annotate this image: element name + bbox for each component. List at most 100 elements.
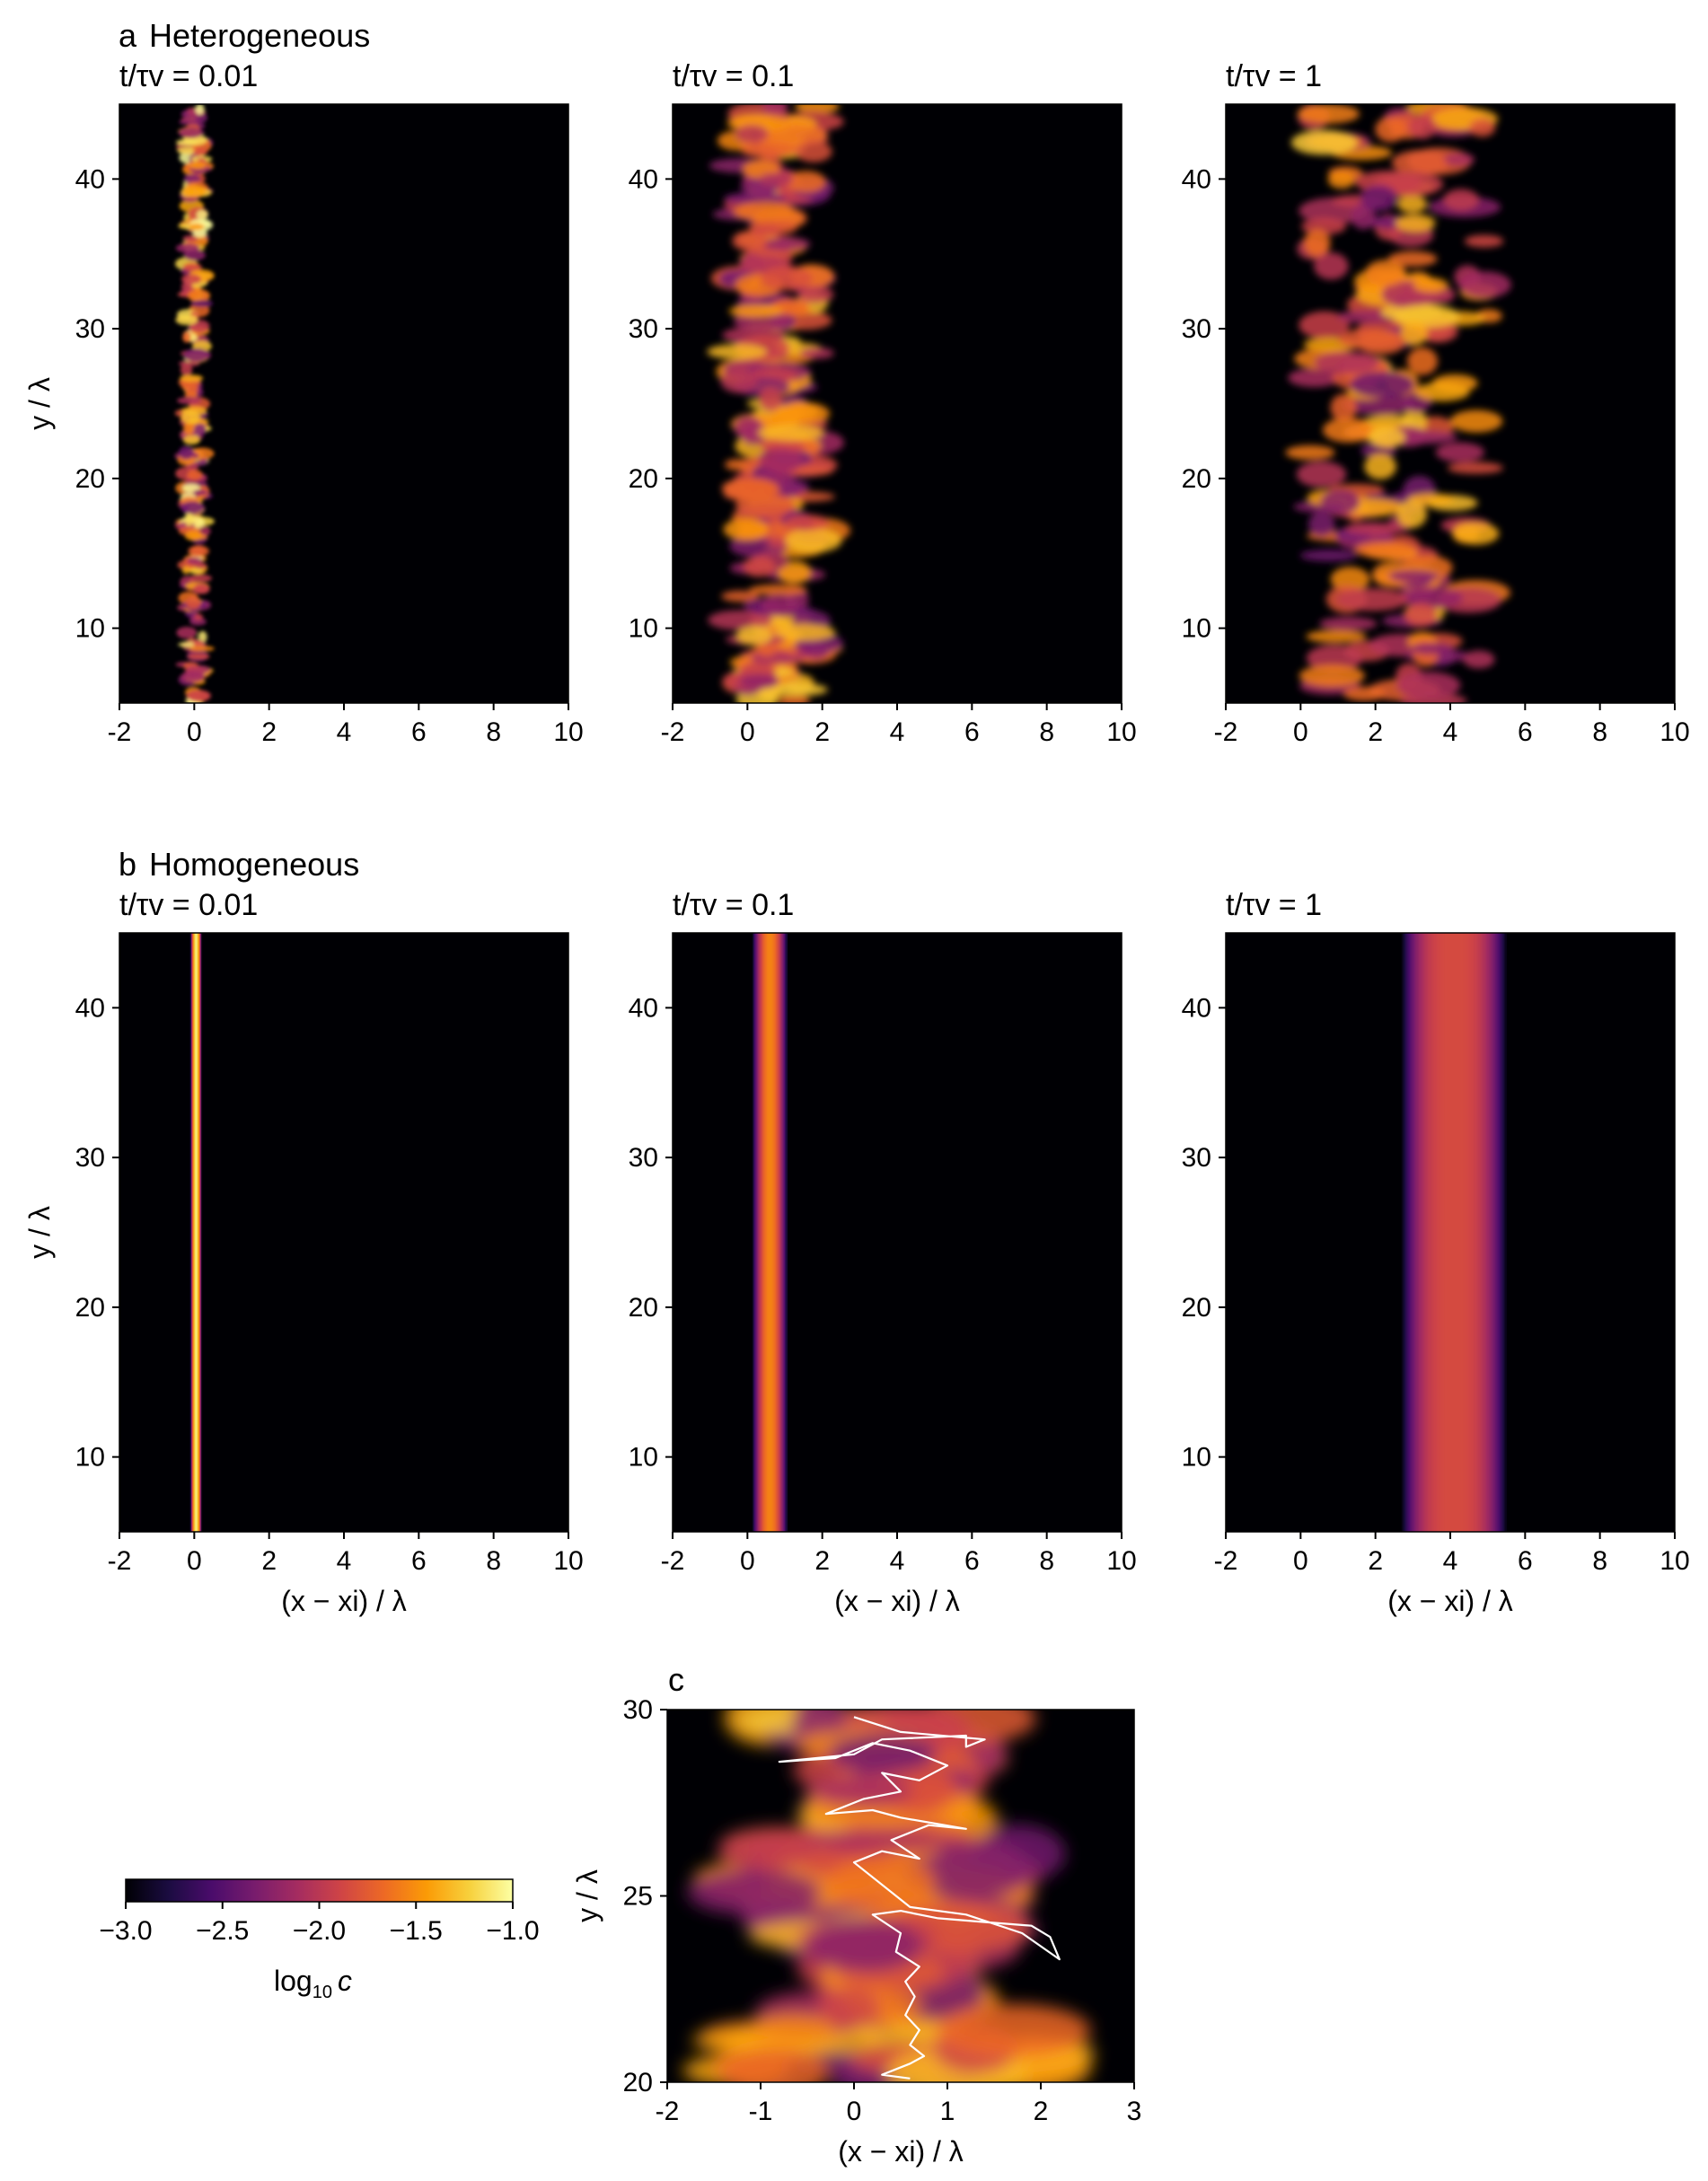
band-strip: [1448, 933, 1451, 1532]
concentration-blob: [1303, 228, 1331, 258]
band-strip: [760, 933, 762, 1532]
band-strip: [1426, 933, 1429, 1532]
concentration-blob: [192, 147, 208, 156]
y-tick-label: 10: [629, 1443, 658, 1473]
concentration-blob: [721, 590, 760, 602]
band-strip: [1459, 933, 1461, 1532]
band-strip: [1417, 933, 1420, 1532]
band-strip: [773, 933, 776, 1532]
concentration-blob: [189, 646, 215, 652]
concentration-blob: [188, 545, 209, 558]
concentration-blob: [1442, 189, 1480, 211]
x-tick-label: -2: [656, 2097, 680, 2126]
band-strip: [1479, 933, 1482, 1532]
concentration-blob: [777, 560, 812, 585]
band-strip: [1505, 933, 1508, 1532]
band-strip: [1480, 933, 1483, 1532]
y-axis-label: y / λ: [571, 1869, 603, 1922]
concentration-blob: [1327, 171, 1355, 189]
y-tick-label: 40: [75, 993, 105, 1023]
band-strip: [192, 933, 195, 1532]
concentration-blob: [786, 171, 826, 193]
concentration-blob: [176, 626, 198, 639]
band-strip: [1412, 933, 1414, 1532]
band-strip: [1447, 933, 1449, 1532]
panel-a2: t/τv = 0.1 -2 0 2 4 6 8 10 10 20 30 40: [629, 59, 1137, 747]
x-tick-label: 6: [411, 1546, 427, 1576]
concentration-blob: [193, 489, 208, 496]
y-tick-label: 20: [629, 1293, 658, 1323]
concentration-blob: [757, 424, 824, 441]
concentration-blob: [687, 1869, 822, 1916]
band-strip: [781, 933, 784, 1532]
concentration-blob: [1306, 645, 1363, 672]
x-tick-label: 8: [486, 1546, 501, 1576]
concentration-blob: [180, 281, 193, 292]
heatmap-field: [1401, 933, 1508, 1532]
band-strip: [1430, 933, 1432, 1532]
band-strip: [768, 933, 770, 1532]
concentration-blob: [760, 594, 799, 615]
x-tick-label: 2: [261, 1546, 277, 1576]
concentration-blob: [184, 512, 194, 526]
concentration-blob: [1387, 251, 1438, 267]
concentration-blob: [1449, 409, 1503, 433]
concentration-blob: [876, 1761, 956, 1816]
x-tick-label: 0: [187, 1546, 202, 1576]
heatmap-background: [119, 933, 568, 1532]
panel-b1: t/τv = 0.01 -2 0 2 4 6 8 10 10 20 30 40 (x − xi) / …: [23, 888, 584, 1617]
x-tick-label: 4: [1443, 717, 1458, 747]
x-tick-label: 0: [847, 2097, 862, 2126]
x-axis-label: (x − xi) / λ: [838, 2135, 964, 2168]
concentration-blob: [194, 562, 207, 569]
band-strip: [1448, 933, 1450, 1532]
band-strip: [1460, 933, 1463, 1532]
band-strip: [1410, 933, 1412, 1532]
x-tick-label: 2: [1368, 717, 1383, 747]
x-tick-label: 4: [890, 1546, 905, 1576]
band-strip: [1406, 933, 1409, 1532]
band-strip: [1455, 933, 1457, 1532]
concentration-blob: [188, 288, 211, 303]
concentration-blob: [806, 1918, 924, 1974]
band-strip: [752, 933, 754, 1532]
band-strip: [1433, 933, 1436, 1532]
concentration-blob: [185, 595, 202, 610]
band-strip: [1420, 933, 1422, 1532]
concentration-blob: [1296, 461, 1347, 488]
y-tick-label: 30: [629, 1143, 658, 1173]
y-tick-label: 20: [75, 464, 105, 494]
y-axis-label: y / λ: [23, 1206, 56, 1259]
band-strip: [1419, 933, 1421, 1532]
y-tick-label: 20: [1182, 1293, 1211, 1323]
concentration-blob: [761, 237, 811, 251]
band-strip: [1495, 933, 1497, 1532]
x-tick-label: 10: [1106, 1546, 1136, 1576]
band-strip: [1401, 933, 1403, 1532]
panel-a3: t/τv = 1 -2 0 2 4 6 8 10 10 20 30 40: [1182, 59, 1690, 747]
concentration-blob: [785, 514, 829, 532]
band-strip: [1464, 933, 1466, 1532]
concentration-blob: [182, 234, 198, 242]
colorbar-tick-label: −1.0: [486, 1916, 539, 1946]
y-tick-label: 40: [629, 164, 658, 194]
concentration-blob: [1414, 382, 1470, 401]
band-strip: [1500, 933, 1501, 1532]
concentration-blob: [778, 695, 811, 703]
concentration-blob: [735, 626, 773, 646]
x-axis-label: (x − xi) / λ: [834, 1585, 960, 1617]
band-strip: [1434, 933, 1437, 1532]
concentration-blob: [182, 435, 200, 445]
band-strip: [778, 933, 780, 1532]
band-strip: [1446, 933, 1448, 1532]
band-strip: [1408, 933, 1411, 1532]
band-strip: [1429, 933, 1431, 1532]
concentration-blob: [1390, 430, 1457, 444]
band-strip: [1435, 933, 1438, 1532]
band-strip: [772, 933, 775, 1532]
concentration-blob: [1388, 569, 1440, 583]
concentration-blobs: [1285, 104, 1511, 703]
x-tick-label: 4: [890, 717, 905, 747]
y-tick-label: 10: [1182, 614, 1211, 644]
concentration-blob: [1396, 499, 1428, 529]
